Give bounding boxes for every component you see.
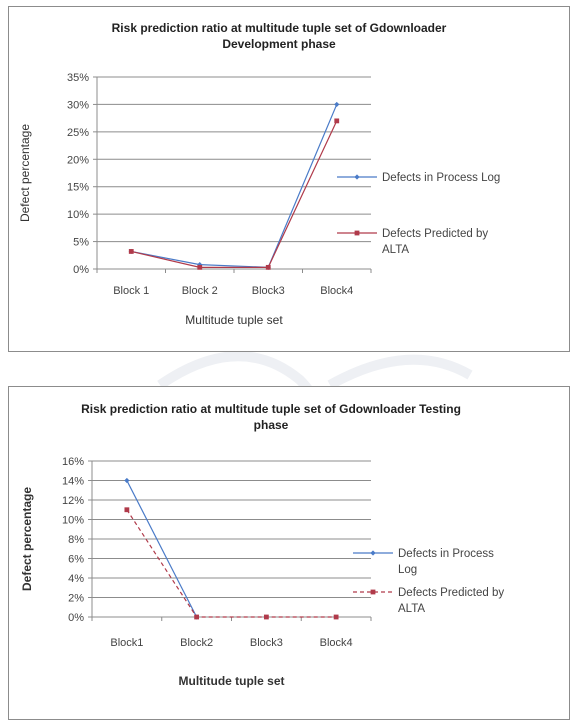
y-tick-label: 14% <box>62 476 84 488</box>
data-point-predicted-alta <box>194 614 200 620</box>
legend-label: Defects in Process <box>398 548 494 560</box>
x-category-label: Block1 <box>110 637 143 649</box>
data-point-predicted-alta <box>197 264 203 270</box>
x-category-label: Block3 <box>250 637 283 649</box>
y-tick-label: 35% <box>67 72 89 84</box>
x-category-label: Block 1 <box>113 285 149 297</box>
data-point-predicted-alta <box>265 264 271 270</box>
y-tick-label: 12% <box>62 495 84 507</box>
y-tick-label: 0% <box>68 612 84 624</box>
chart-title-line: phase <box>254 418 289 432</box>
chart-panel-development: Risk prediction ratio at multitude tuple… <box>8 6 570 352</box>
legend-label: Defects in Process Log <box>382 172 500 184</box>
legend-marker <box>370 550 376 556</box>
legend-marker <box>354 174 360 180</box>
x-category-label: Block2 <box>180 637 213 649</box>
y-tick-label: 30% <box>67 99 89 111</box>
series-line-predicted-alta <box>126 509 337 618</box>
data-point-process-log <box>334 101 340 108</box>
y-tick-label: 16% <box>62 456 84 468</box>
chart-title-line: Risk prediction ratio at multitude tuple… <box>112 21 447 35</box>
data-point-process-log <box>124 477 130 484</box>
x-category-label: Block4 <box>320 285 353 297</box>
y-tick-label: 4% <box>68 573 84 585</box>
data-point-process-log <box>197 262 203 268</box>
data-point-predicted-alta <box>128 249 134 254</box>
legend-label: ALTA <box>382 244 409 256</box>
x-category-label: Block 2 <box>182 285 218 297</box>
legend-label: Defects Predicted by <box>398 587 504 599</box>
x-category-label: Block3 <box>252 285 285 297</box>
y-tick-label: 0% <box>73 264 89 276</box>
chart-title-line: Development phase <box>222 37 336 51</box>
legend-label: Defects Predicted by <box>382 228 488 240</box>
series-line-process-log <box>126 480 198 618</box>
series-line-predicted-alta <box>131 120 338 268</box>
data-point-predicted-alta <box>263 614 269 620</box>
y-tick-label: 8% <box>68 534 84 546</box>
y-axis-title: Defect percentage <box>20 487 34 591</box>
series-line-process-log <box>131 104 338 268</box>
y-tick-label: 10% <box>67 209 89 221</box>
legend-label: Log <box>398 564 417 576</box>
y-tick-label: 20% <box>67 154 89 166</box>
y-tick-label: 15% <box>67 182 89 194</box>
y-tick-label: 2% <box>68 593 84 605</box>
y-tick-label: 6% <box>68 554 84 566</box>
data-point-predicted-alta <box>124 507 130 513</box>
legend-marker <box>354 230 360 236</box>
data-point-predicted-alta <box>334 118 340 124</box>
y-tick-label: 25% <box>67 127 89 139</box>
y-tick-label: 5% <box>73 237 89 249</box>
legend-label: ALTA <box>398 603 425 615</box>
x-category-label: Block4 <box>320 637 353 649</box>
x-axis-title: Multitude tuple set <box>185 313 283 327</box>
chart-title-line: Risk prediction ratio at multitude tuple… <box>81 402 461 416</box>
chart-development: Risk prediction ratio at multitude tuple… <box>18 21 500 327</box>
chart-panel-testing: Risk prediction ratio at multitude tuple… <box>8 386 570 720</box>
y-axis-title: Defect percentage <box>18 124 32 222</box>
chart-testing: Risk prediction ratio at multitude tuple… <box>20 402 504 688</box>
y-tick-label: 10% <box>62 515 84 527</box>
x-axis-title: Multitude tuple set <box>179 674 285 688</box>
data-point-predicted-alta <box>333 614 339 620</box>
legend-marker <box>370 589 376 595</box>
